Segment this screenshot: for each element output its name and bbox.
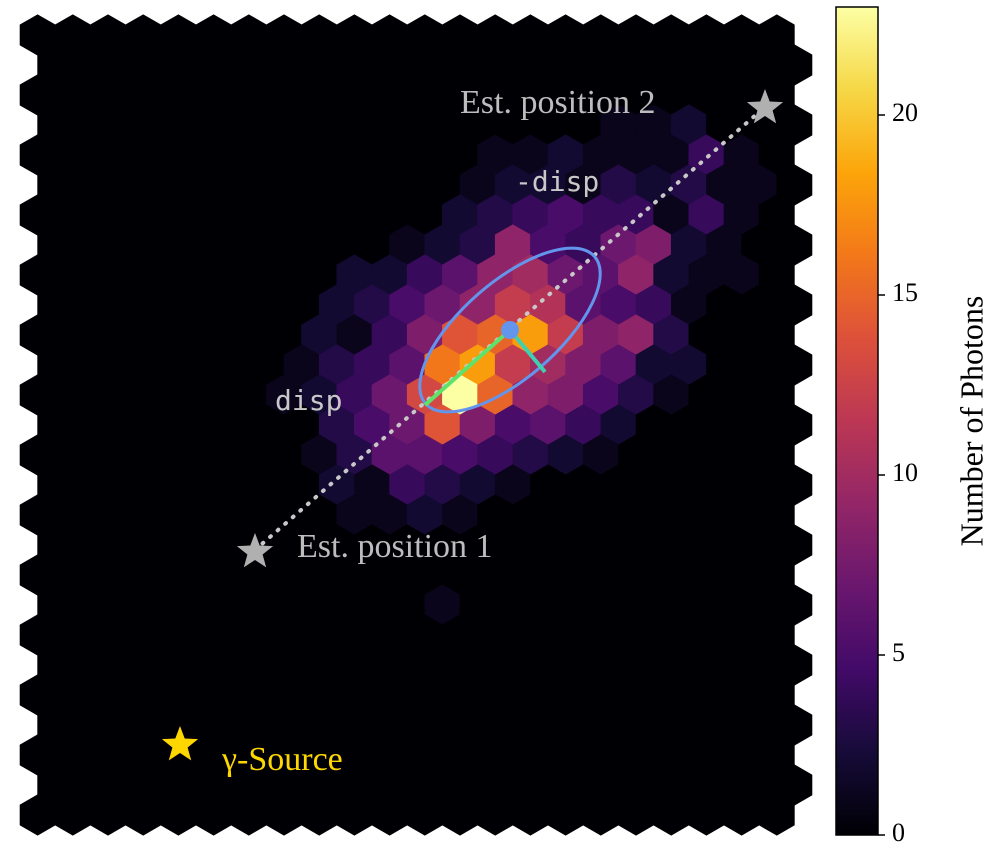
colorbar-label: Number of Photons [953, 296, 989, 547]
colorbar-tick-label: 20 [892, 98, 918, 127]
colorbar [835, 6, 879, 836]
centroid [501, 321, 519, 339]
width-axis [508, 328, 547, 374]
colorbar-tick-label: 5 [892, 638, 905, 667]
star-marker [161, 726, 199, 761]
annotation: Est. position 1 [297, 528, 493, 565]
colorbar-tick-label: 0 [892, 818, 905, 847]
hex-pixel [758, 794, 795, 836]
colorbar-tick-label: 15 [892, 278, 918, 307]
annotation: disp [275, 384, 342, 417]
annotation: Est. position 2 [460, 84, 656, 121]
annotation: -disp [515, 165, 599, 198]
overlay: Est. position 2 -disp disp Est. position… [161, 84, 784, 778]
annotation: γ-Source [221, 741, 343, 778]
length-axis [423, 328, 512, 407]
colorbar-tick-label: 10 [892, 458, 918, 487]
camera [19, 14, 813, 836]
star-marker [236, 533, 274, 568]
disp-axis [253, 105, 767, 552]
star-marker [746, 89, 784, 124]
